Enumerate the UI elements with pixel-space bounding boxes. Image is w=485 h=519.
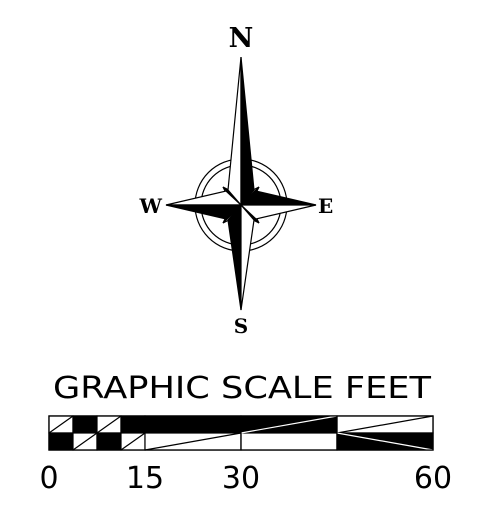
scale-segment-45-60 bbox=[336, 415, 434, 451]
scale-fine-divisions bbox=[48, 415, 146, 451]
scale-tick-0: 0 bbox=[39, 461, 58, 496]
scale-tick-60: 60 bbox=[414, 461, 452, 496]
compass-south-point bbox=[227, 203, 255, 311]
compass-label-west: W bbox=[139, 194, 163, 218]
compass-west-point bbox=[165, 190, 243, 220]
compass-label-north: N bbox=[229, 23, 254, 54]
compass-label-south: S bbox=[234, 314, 248, 338]
scale-bar bbox=[48, 415, 434, 451]
compass-north-point bbox=[227, 56, 255, 207]
compass-east-point bbox=[239, 190, 317, 220]
scale-title: GRAPHIC SCALE FEET bbox=[53, 371, 432, 406]
scale-tick-15: 15 bbox=[126, 461, 164, 496]
scale-segment-30-45 bbox=[240, 415, 338, 451]
scale-tick-30: 30 bbox=[222, 461, 260, 496]
scale-segment-15-30 bbox=[144, 415, 242, 451]
compass-rose bbox=[165, 56, 317, 311]
compass-label-east: E bbox=[318, 194, 333, 218]
